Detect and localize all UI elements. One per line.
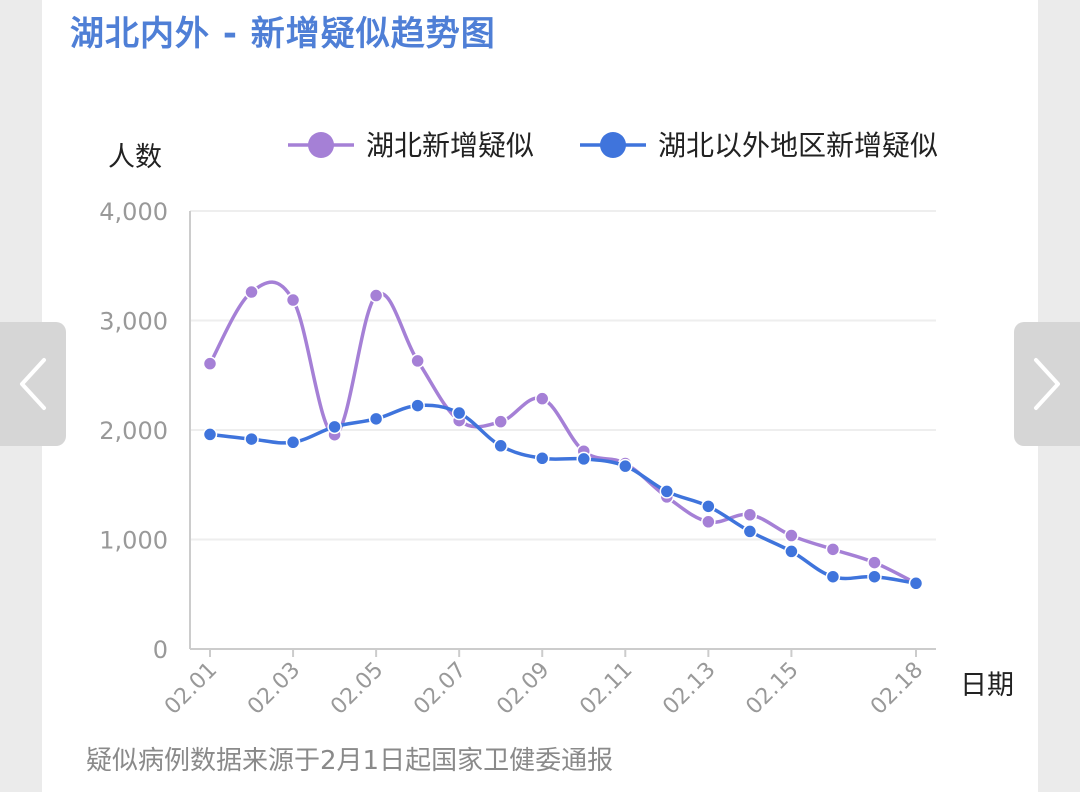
x-tick-label: 02.13 xyxy=(658,658,720,720)
data-point-1 xyxy=(493,438,508,454)
prev-button[interactable] xyxy=(0,322,66,446)
y-tick-label: 1,000 xyxy=(99,527,168,555)
x-tick-label: 02.09 xyxy=(492,658,554,720)
data-point-0 xyxy=(784,528,799,543)
data-point-0 xyxy=(742,507,758,523)
y-tick-label: 3,000 xyxy=(99,308,168,336)
x-tick-label: 02.07 xyxy=(409,658,471,720)
x-tick-label: 02.03 xyxy=(243,658,305,720)
chevron-left-icon xyxy=(20,358,46,410)
y-tick-label: 0 xyxy=(153,636,168,664)
data-point-0 xyxy=(493,414,508,429)
y-axis-title: 人数 xyxy=(108,142,162,173)
data-point-1 xyxy=(410,398,425,413)
series-line-1 xyxy=(209,403,917,586)
legend-swatch-dot xyxy=(308,132,334,158)
x-tick-label: 02.18 xyxy=(866,658,928,720)
data-point-1 xyxy=(908,576,924,591)
page-title: 湖北内外 - 新增疑似趋势图 xyxy=(70,14,496,54)
data-point-1 xyxy=(618,458,633,474)
data-point-0 xyxy=(244,284,259,300)
y-tick-label: 4,000 xyxy=(99,198,168,226)
x-axis-title: 日期 xyxy=(960,670,1014,701)
data-point-1 xyxy=(701,499,716,514)
legend-swatch-dot xyxy=(600,132,626,158)
data-source-note: 疑似病例数据来源于2月1日起国家卫健委通报 xyxy=(86,746,614,776)
next-button[interactable] xyxy=(1014,322,1080,446)
data-point-1 xyxy=(368,411,384,427)
data-point-1 xyxy=(742,524,758,539)
data-point-1 xyxy=(659,484,675,499)
data-point-0 xyxy=(701,514,716,530)
data-point-0 xyxy=(368,288,384,303)
data-point-1 xyxy=(825,569,841,584)
data-point-0 xyxy=(410,353,425,369)
data-point-1 xyxy=(202,427,218,442)
data-point-1 xyxy=(327,419,342,435)
data-point-0 xyxy=(285,292,301,308)
data-point-1 xyxy=(451,405,467,421)
y-tick-label: 2,000 xyxy=(99,417,168,445)
data-point-0 xyxy=(825,542,841,557)
x-tick-label: 02.15 xyxy=(741,658,803,720)
legend-label: 湖北新增疑似 xyxy=(366,129,534,162)
legend-label: 湖北以外地区新增疑似 xyxy=(658,129,938,162)
chevron-right-icon xyxy=(1034,358,1060,410)
x-tick-label: 02.05 xyxy=(326,658,388,720)
data-point-1 xyxy=(244,431,259,447)
data-point-1 xyxy=(784,544,799,559)
data-point-0 xyxy=(202,356,218,371)
x-tick-label: 02.11 xyxy=(575,658,637,720)
data-point-1 xyxy=(576,451,592,467)
data-point-0 xyxy=(534,391,550,406)
data-point-1 xyxy=(534,451,550,466)
data-point-1 xyxy=(285,435,301,450)
x-tick-label: 02.01 xyxy=(160,658,222,720)
data-point-1 xyxy=(867,569,882,584)
data-point-0 xyxy=(867,555,882,570)
